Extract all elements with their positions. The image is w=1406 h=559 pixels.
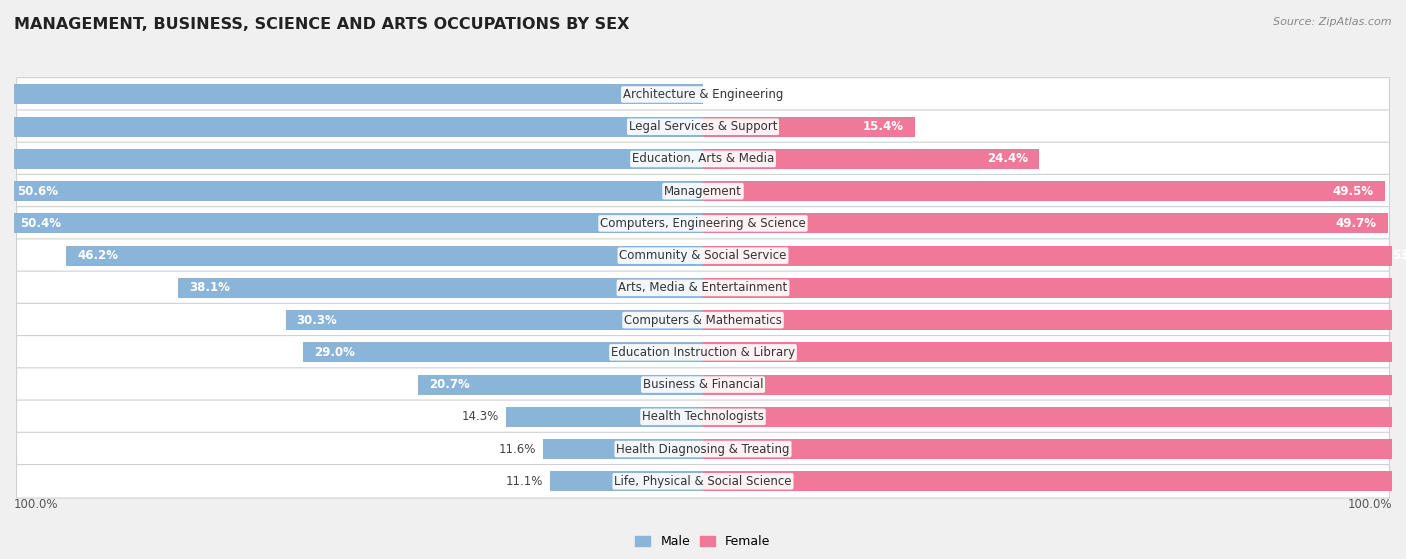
Text: Education, Arts & Media: Education, Arts & Media	[631, 153, 775, 165]
Text: Legal Services & Support: Legal Services & Support	[628, 120, 778, 133]
Bar	[8, 214, 703, 234]
Bar	[304, 342, 703, 362]
Text: Life, Physical & Social Science: Life, Physical & Social Science	[614, 475, 792, 488]
Bar	[703, 471, 1406, 491]
Text: 100.0%: 100.0%	[14, 498, 59, 511]
Bar	[703, 278, 1406, 298]
Text: 20.7%: 20.7%	[429, 378, 470, 391]
Text: 100.0%: 100.0%	[1347, 498, 1392, 511]
Text: 38.1%: 38.1%	[188, 281, 231, 295]
Text: Business & Financial: Business & Financial	[643, 378, 763, 391]
Bar	[506, 407, 703, 427]
Text: 24.4%: 24.4%	[987, 153, 1028, 165]
Bar	[703, 245, 1406, 266]
Bar	[703, 407, 1406, 427]
FancyBboxPatch shape	[17, 239, 1389, 272]
Bar	[0, 117, 703, 137]
Text: 30.3%: 30.3%	[297, 314, 337, 326]
Bar	[703, 375, 1406, 395]
FancyBboxPatch shape	[17, 110, 1389, 144]
Text: 11.6%: 11.6%	[499, 443, 536, 456]
FancyBboxPatch shape	[17, 368, 1389, 401]
FancyBboxPatch shape	[17, 465, 1389, 498]
Text: 11.1%: 11.1%	[506, 475, 543, 488]
Text: Arts, Media & Entertainment: Arts, Media & Entertainment	[619, 281, 787, 295]
Text: Community & Social Service: Community & Social Service	[619, 249, 787, 262]
Bar	[703, 117, 915, 137]
Text: 46.2%: 46.2%	[77, 249, 118, 262]
Bar	[703, 342, 1406, 362]
FancyBboxPatch shape	[17, 271, 1389, 305]
Bar	[703, 214, 1388, 234]
Bar	[703, 149, 1039, 169]
Bar	[0, 84, 703, 105]
Bar	[285, 310, 703, 330]
Bar	[418, 375, 703, 395]
Bar	[703, 439, 1406, 459]
Bar	[0, 149, 703, 169]
Text: 15.4%: 15.4%	[863, 120, 904, 133]
FancyBboxPatch shape	[17, 304, 1389, 337]
Bar	[703, 310, 1406, 330]
FancyBboxPatch shape	[17, 174, 1389, 208]
Text: 50.4%: 50.4%	[20, 217, 60, 230]
Text: Education Instruction & Library: Education Instruction & Library	[612, 346, 794, 359]
Bar	[6, 181, 703, 201]
Text: Computers, Engineering & Science: Computers, Engineering & Science	[600, 217, 806, 230]
Bar	[550, 471, 703, 491]
Text: 50.6%: 50.6%	[17, 184, 58, 198]
FancyBboxPatch shape	[17, 400, 1389, 434]
FancyBboxPatch shape	[17, 207, 1389, 240]
Text: Architecture & Engineering: Architecture & Engineering	[623, 88, 783, 101]
FancyBboxPatch shape	[17, 78, 1389, 111]
Text: Health Technologists: Health Technologists	[643, 410, 763, 423]
Text: 0.0%: 0.0%	[710, 88, 740, 101]
Legend: Male, Female: Male, Female	[630, 530, 776, 553]
Bar	[179, 278, 703, 298]
FancyBboxPatch shape	[17, 335, 1389, 369]
Text: Computers & Mathematics: Computers & Mathematics	[624, 314, 782, 326]
Text: 49.5%: 49.5%	[1333, 184, 1374, 198]
Text: 53.8%: 53.8%	[1392, 249, 1406, 262]
Text: 49.7%: 49.7%	[1336, 217, 1376, 230]
Text: 14.3%: 14.3%	[461, 410, 499, 423]
Text: Source: ZipAtlas.com: Source: ZipAtlas.com	[1274, 17, 1392, 27]
Text: Management: Management	[664, 184, 742, 198]
Bar	[543, 439, 703, 459]
Bar	[66, 245, 703, 266]
Bar	[703, 181, 1385, 201]
Text: MANAGEMENT, BUSINESS, SCIENCE AND ARTS OCCUPATIONS BY SEX: MANAGEMENT, BUSINESS, SCIENCE AND ARTS O…	[14, 17, 630, 32]
Text: 29.0%: 29.0%	[315, 346, 356, 359]
Text: Health Diagnosing & Treating: Health Diagnosing & Treating	[616, 443, 790, 456]
FancyBboxPatch shape	[17, 142, 1389, 176]
FancyBboxPatch shape	[17, 432, 1389, 466]
